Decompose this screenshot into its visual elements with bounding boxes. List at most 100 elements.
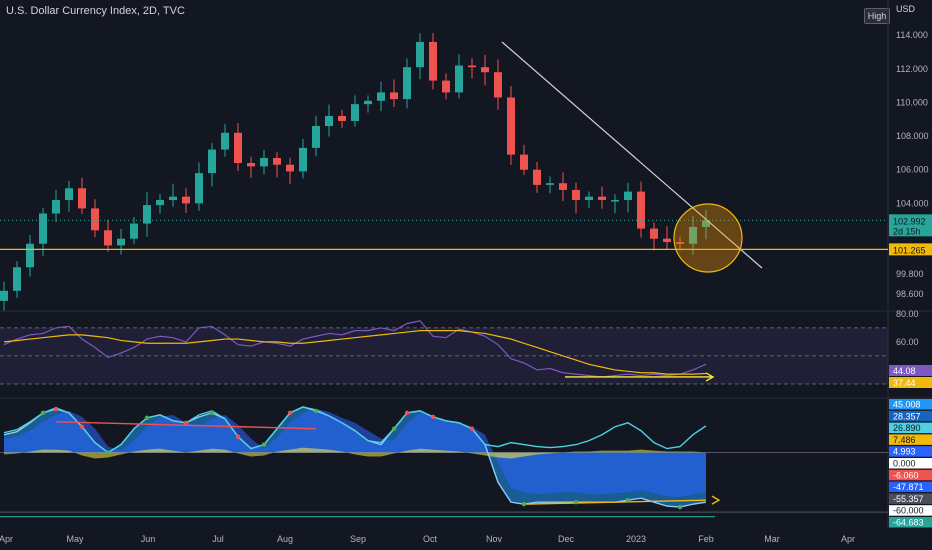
chart-title: U.S. Dollar Currency Index, 2D, TVC — [6, 5, 185, 17]
osc-buy-dot — [573, 499, 579, 505]
candle-body — [195, 173, 203, 204]
osc-tag-bg — [889, 399, 932, 410]
time-tick-label: Jun — [141, 534, 156, 544]
time-tick-label: 2023 — [626, 534, 646, 544]
osc-sell-dot — [79, 424, 85, 429]
scale-high-button[interactable]: High — [864, 8, 890, 24]
time-tick-label: Apr — [841, 534, 855, 544]
osc-sell-dot — [287, 410, 293, 416]
time-tick-label: Sep — [350, 534, 366, 544]
candle-body — [663, 238, 671, 243]
osc-buy-dot — [144, 415, 150, 421]
candle-body — [65, 188, 73, 201]
rsi-tag-value: 37.44 — [893, 378, 916, 388]
candle-body — [416, 41, 424, 68]
price-tag: 101.265 — [889, 243, 932, 256]
price-tick-label: 104.000 — [896, 198, 929, 208]
osc-tag-value: -47.871 — [893, 482, 924, 492]
candle-body — [507, 97, 515, 155]
osc-buy-dot — [625, 497, 631, 503]
osc-sell-dot — [235, 434, 241, 439]
candle-body — [130, 223, 138, 239]
candle-body — [377, 92, 385, 101]
osc-value-tag: 28.357 — [889, 410, 932, 422]
candle-body — [364, 100, 372, 105]
time-tick-label: Mar — [764, 534, 780, 544]
osc-divergence-line — [55, 421, 317, 430]
rsi-line — [3, 320, 707, 378]
highlight-circle — [673, 203, 743, 273]
osc-tag-bg — [889, 481, 932, 493]
osc-wave-area-dark — [4, 408, 706, 498]
osc-sell-dot — [183, 420, 189, 425]
candle-body — [351, 104, 359, 121]
osc-buy-dot — [40, 410, 46, 416]
candle-body — [520, 154, 528, 170]
candle-body — [390, 92, 398, 100]
candle-body — [52, 200, 60, 214]
time-tick-label: Feb — [698, 534, 714, 544]
osc-sell-dot — [430, 414, 436, 420]
candle-body — [182, 196, 190, 204]
time-tick-label: Aug — [277, 534, 293, 544]
candle-body — [325, 115, 333, 127]
osc-value-tag: 26.890 — [889, 422, 932, 434]
candle-body — [494, 72, 502, 98]
rsi-tag-bg — [889, 365, 932, 376]
candle-body — [637, 191, 645, 229]
candle-body — [689, 226, 697, 244]
osc-tag-value: 4.993 — [893, 447, 916, 457]
candle-body — [442, 80, 450, 93]
candle-body — [91, 208, 99, 231]
candle-body — [0, 290, 8, 301]
candle-body — [338, 115, 346, 121]
osc-tag-bg — [889, 493, 932, 504]
osc-tag-value: 28.357 — [893, 411, 921, 421]
osc-tag-bg — [889, 410, 932, 422]
candle-body — [611, 200, 619, 202]
osc-buy-dot — [313, 408, 319, 414]
candle-body — [221, 132, 229, 150]
candle-body — [104, 230, 112, 246]
price-tick-label: 98.600 — [896, 289, 924, 299]
time-tick-label: Apr — [0, 534, 13, 544]
time-tick-label: Oct — [423, 534, 438, 544]
osc-value-tag: -64.683 — [889, 517, 932, 528]
trendline — [501, 41, 763, 269]
osc-value-tag: -47.871 — [889, 481, 932, 493]
rsi-tag-value: 44.08 — [893, 366, 916, 376]
candle-body — [143, 205, 151, 224]
osc-money-flow-area — [4, 447, 706, 459]
osc-sell-dot — [53, 406, 59, 412]
osc-tag-value: 45.008 — [893, 400, 921, 410]
price-tick-label: 99.800 — [896, 269, 924, 279]
price-tick-label: 108.000 — [896, 131, 929, 141]
price-tag-value: 102.992 — [893, 216, 926, 226]
candle-body — [78, 188, 86, 209]
time-tick-label: May — [66, 534, 84, 544]
price-tag-value: 101.265 — [893, 245, 926, 255]
osc-sell-dot — [469, 426, 475, 431]
candle-body — [312, 126, 320, 148]
osc-tag-value: -60.000 — [893, 506, 924, 516]
candle-body — [13, 267, 21, 291]
rsi-ma-line — [3, 330, 707, 375]
candle-body — [468, 65, 476, 68]
osc-signal-line — [3, 406, 707, 454]
price-tag-countdown: 2d 15h — [893, 226, 921, 236]
osc-tag-value: -55.357 — [893, 494, 924, 504]
candle-body — [26, 243, 34, 268]
candle-body — [234, 132, 242, 164]
osc-tag-value: -64.683 — [893, 518, 924, 528]
candle-body — [455, 65, 463, 93]
osc-sell-dot — [404, 410, 410, 416]
rsi-arrow-head — [705, 372, 715, 382]
osc-buy-dot — [209, 410, 215, 416]
osc-value-tag: 7.486 — [889, 434, 932, 445]
price-candles — [0, 33, 710, 311]
price-tick-label: 112.000 — [896, 64, 928, 74]
candle-body — [39, 213, 47, 244]
candle-body — [585, 196, 593, 201]
